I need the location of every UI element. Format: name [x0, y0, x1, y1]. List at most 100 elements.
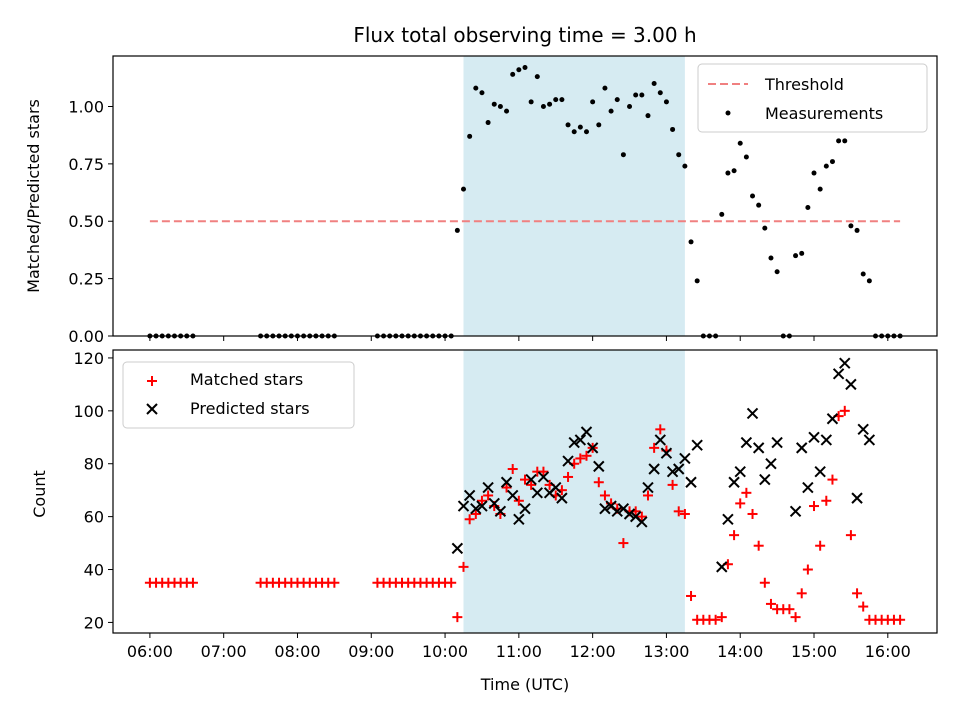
- x-b: [574, 434, 587, 446]
- matched-star-point: [895, 614, 906, 625]
- x-b: [654, 434, 666, 446]
- measurement-point: [657, 90, 663, 96]
- predicted-star-point: [623, 508, 636, 520]
- predicted-star-point: [814, 465, 826, 478]
- measurement-point: [774, 269, 780, 275]
- x-b: [851, 492, 863, 504]
- x-b: [556, 492, 568, 504]
- matched-star-point: [759, 577, 770, 588]
- predicted-star-point: [863, 434, 876, 446]
- legend-matched-swatch: [147, 376, 157, 386]
- matched-star-point: [501, 482, 512, 493]
- x-b: [482, 481, 494, 494]
- x-b: [506, 489, 519, 502]
- measurement-point: [516, 67, 522, 73]
- measurement-point: [504, 108, 510, 114]
- measurement-point: [510, 71, 516, 77]
- measurement-point: [602, 85, 608, 91]
- measurement-point: [565, 122, 571, 128]
- plot-frame: [112, 349, 938, 634]
- predicted-star-point: [857, 423, 869, 436]
- matched-star-point: [470, 508, 481, 519]
- predicted-star-point: [482, 481, 494, 494]
- predicted-star-point: [574, 434, 587, 446]
- x-b: [832, 368, 845, 380]
- matched-star-point: [507, 464, 518, 475]
- y-tick-label: 0.50: [68, 212, 104, 231]
- x-axis-label: Time (UTC): [480, 675, 569, 694]
- predicted-star-point: [820, 434, 833, 446]
- measurement-point: [731, 168, 737, 174]
- measurement-point: [491, 101, 497, 107]
- measurement-point: [799, 250, 805, 256]
- matched-star-point: [741, 487, 752, 498]
- measurement-point: [620, 152, 626, 158]
- predicted-star-point: [826, 413, 839, 425]
- x-b: [146, 403, 158, 415]
- x-b: [685, 476, 697, 488]
- chart-title: Flux total observing time = 3.00 h: [353, 23, 696, 47]
- measurement-point: [528, 99, 534, 105]
- x-tick-label: 13:00: [643, 642, 689, 661]
- measurement-point: [688, 239, 694, 245]
- x-tick-label: 14:00: [717, 642, 763, 661]
- bottom-plot-panel: 20 40 60 80 100 120 06:00 07:00 08:00 09:00 10:00 1…: [73, 349, 938, 661]
- measurement-point: [645, 113, 651, 119]
- x-b: [820, 434, 833, 446]
- top-plot-panel: 0.00 0.25 0.50 0.75 1.00 Threshold Measurement…: [68, 55, 938, 346]
- measurement-point: [553, 97, 559, 103]
- measurement-point: [811, 170, 817, 176]
- matched-star-point: [618, 538, 629, 549]
- plot-frame: [112, 55, 938, 337]
- measurement-point: [596, 122, 602, 128]
- x-b: [562, 455, 574, 467]
- matched-star-point: [845, 530, 856, 541]
- measurement-point: [725, 170, 731, 176]
- x-b: [673, 463, 685, 475]
- x-b: [611, 505, 623, 518]
- x-b: [802, 481, 814, 494]
- matched-star-point: [329, 577, 340, 588]
- matched-star-point: [667, 479, 678, 490]
- y-tick-label: 120: [73, 349, 104, 368]
- measurement-point: [842, 138, 848, 144]
- measurement-point: [627, 103, 633, 109]
- predicted-star-point: [463, 489, 476, 502]
- x-b: [457, 500, 470, 512]
- x-b: [722, 513, 734, 525]
- x-b: [617, 502, 630, 515]
- y-tick-label: 60: [84, 508, 104, 527]
- matched-star-point: [673, 506, 684, 517]
- predicted-star-point: [519, 502, 531, 515]
- measurement-point: [577, 124, 583, 130]
- predicted-star-point: [562, 455, 574, 467]
- x-b: [857, 423, 869, 436]
- measurement-point: [848, 223, 854, 229]
- x-b: [500, 476, 513, 488]
- x-b: [593, 460, 605, 473]
- measurement-point: [737, 140, 743, 146]
- matched-star-point: [790, 612, 801, 623]
- predicted-star-point: [808, 431, 820, 443]
- predicted-star-point: [685, 476, 697, 488]
- predicted-star-point: [550, 481, 562, 494]
- x-b: [734, 465, 746, 478]
- x-tick-label: 16:00: [865, 642, 911, 661]
- measurement-point: [762, 225, 768, 231]
- y-tick-label: 40: [84, 561, 104, 580]
- measurement-point: [571, 129, 577, 135]
- predicted-star-point: [722, 513, 734, 525]
- matched-star-point: [679, 508, 690, 519]
- x-b: [580, 426, 593, 438]
- x-tick-label: 15:00: [791, 642, 837, 661]
- bottom-y-axis-label: Count: [30, 470, 49, 518]
- y-tick-label: 0.25: [68, 270, 104, 289]
- matched-star-point: [483, 490, 494, 501]
- matched-star-point: [753, 540, 764, 551]
- matched-star-point: [526, 479, 537, 490]
- measurement-point: [682, 163, 688, 169]
- matched-star-point: [649, 442, 660, 453]
- measurement-point: [836, 138, 842, 144]
- predicted-star-point: [746, 407, 759, 420]
- x-b: [796, 442, 808, 454]
